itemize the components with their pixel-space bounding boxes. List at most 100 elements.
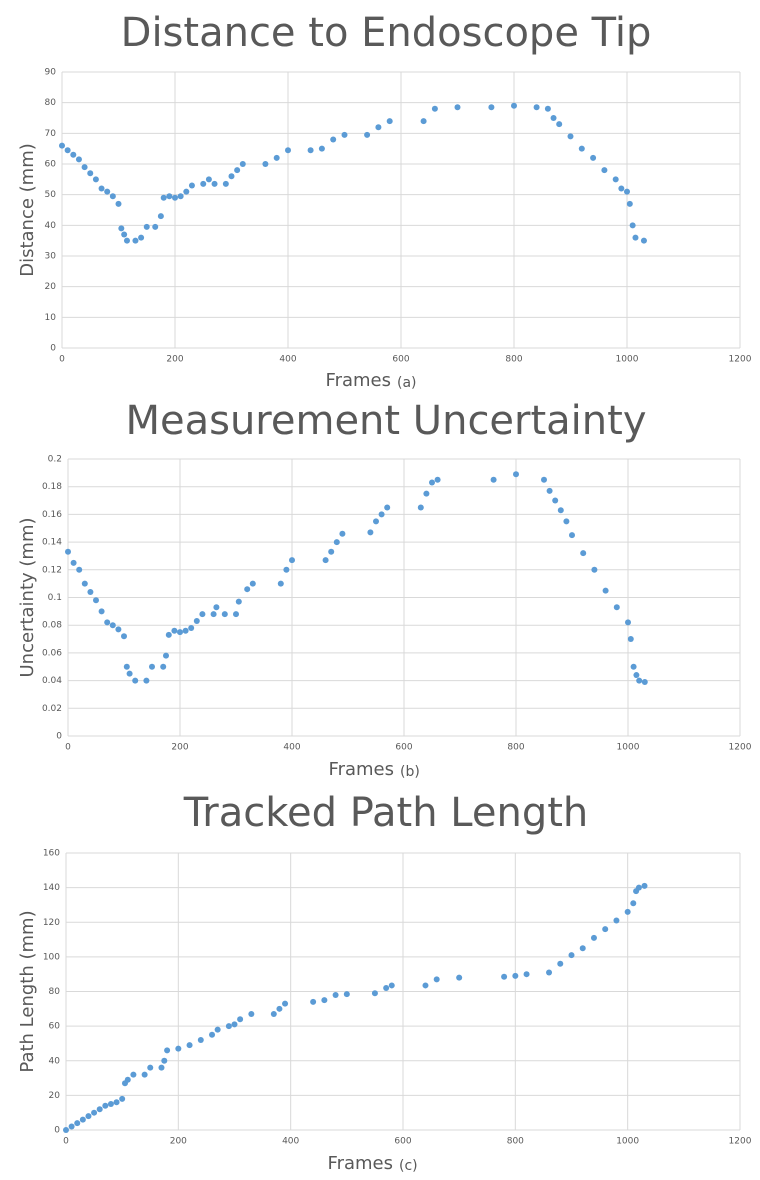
x-tick-label: 1200 [729, 355, 752, 365]
data-point [375, 124, 382, 131]
data-point [221, 611, 228, 618]
data-point [249, 580, 256, 587]
x-tick-label: 400 [279, 355, 296, 365]
y-axis-label: Path Length (mm) [17, 910, 38, 1072]
x-tick-label: 400 [282, 1137, 299, 1147]
data-point [91, 1109, 98, 1116]
data-point [65, 548, 71, 555]
y-tick-label: 20 [49, 1091, 61, 1101]
y-axis-label: Distance (mm) [17, 143, 38, 277]
data-point [172, 194, 178, 201]
data-point [119, 1095, 126, 1102]
data-point [225, 1023, 232, 1030]
x-tick-label: 600 [395, 743, 412, 753]
x-tick-label: 200 [166, 355, 183, 365]
x-tick-label: 600 [394, 1137, 411, 1147]
data-point [579, 945, 586, 952]
data-point [75, 156, 82, 163]
data-point [188, 624, 195, 631]
y-tick-label: 0.06 [42, 648, 62, 658]
data-point [612, 176, 619, 183]
data-point [164, 1047, 171, 1054]
x-axis-label: Frames [329, 759, 394, 780]
data-point [624, 908, 631, 915]
x-tick-label: 400 [283, 743, 300, 753]
data-point [343, 991, 350, 998]
data-point [310, 998, 317, 1005]
data-point [123, 237, 130, 244]
data-point [81, 164, 88, 171]
data-point [633, 672, 640, 679]
y-tick-label: 30 [45, 252, 57, 262]
data-point [270, 1011, 277, 1018]
data-point [580, 550, 587, 557]
data-point [433, 976, 440, 983]
data-point [70, 559, 77, 566]
y-tick-label: 50 [45, 190, 57, 200]
y-tick-label: 10 [45, 313, 57, 323]
data-point [104, 188, 111, 195]
data-point [556, 121, 563, 128]
data-point [160, 194, 167, 201]
data-point [166, 193, 173, 200]
data-point [152, 223, 159, 230]
data-point [143, 223, 150, 230]
data-point [569, 532, 575, 539]
x-tick-label: 1200 [729, 743, 752, 753]
data-point [371, 990, 378, 997]
data-point [126, 670, 133, 677]
data-point [544, 105, 551, 112]
data-point [115, 200, 122, 207]
data-point [132, 237, 139, 244]
data-point [59, 142, 65, 149]
data-point [200, 180, 207, 187]
data-point [624, 188, 630, 195]
x-tick-label: 800 [507, 1137, 524, 1147]
data-point [210, 611, 217, 618]
y-tick-label: 140 [43, 883, 60, 893]
data-point [64, 147, 71, 154]
data-point [231, 1021, 238, 1028]
data-point [373, 518, 379, 525]
data-point [102, 1102, 109, 1109]
y-tick-label: 100 [43, 952, 60, 962]
data-point [568, 952, 575, 959]
x-tick-label: 200 [171, 743, 188, 753]
chart-title: Tracked Path Length [183, 790, 589, 836]
data-point [205, 176, 212, 183]
data-point [149, 663, 155, 670]
data-point [186, 1042, 193, 1049]
data-point [434, 476, 441, 483]
x-tick-label: 200 [170, 1137, 187, 1147]
x-tick-label: 800 [507, 743, 524, 753]
data-point [188, 182, 195, 189]
data-point [488, 104, 495, 111]
data-point [630, 663, 637, 670]
x-tick-label: 0 [65, 743, 71, 753]
y-tick-label: 120 [43, 918, 60, 928]
data-point [124, 1076, 131, 1083]
data-point [613, 917, 620, 924]
data-point [339, 530, 346, 537]
data-point [165, 631, 172, 638]
y-tick-label: 40 [45, 221, 57, 231]
data-point [632, 234, 639, 241]
x-axis-label: Frames [328, 1153, 393, 1174]
data-point [197, 1036, 204, 1043]
data-point [307, 147, 314, 154]
data-point [244, 586, 251, 593]
data-point [171, 627, 178, 634]
data-point [602, 587, 609, 594]
data-point [563, 518, 570, 525]
data-point [209, 1031, 216, 1038]
data-point [328, 548, 335, 555]
data-point [618, 185, 625, 192]
data-point [118, 225, 125, 232]
data-point [341, 131, 348, 138]
data-point [282, 1000, 289, 1007]
data-point [490, 476, 497, 483]
data-point [276, 1005, 283, 1012]
data-point [378, 511, 385, 518]
data-point [98, 608, 105, 615]
data-point [68, 1123, 75, 1130]
